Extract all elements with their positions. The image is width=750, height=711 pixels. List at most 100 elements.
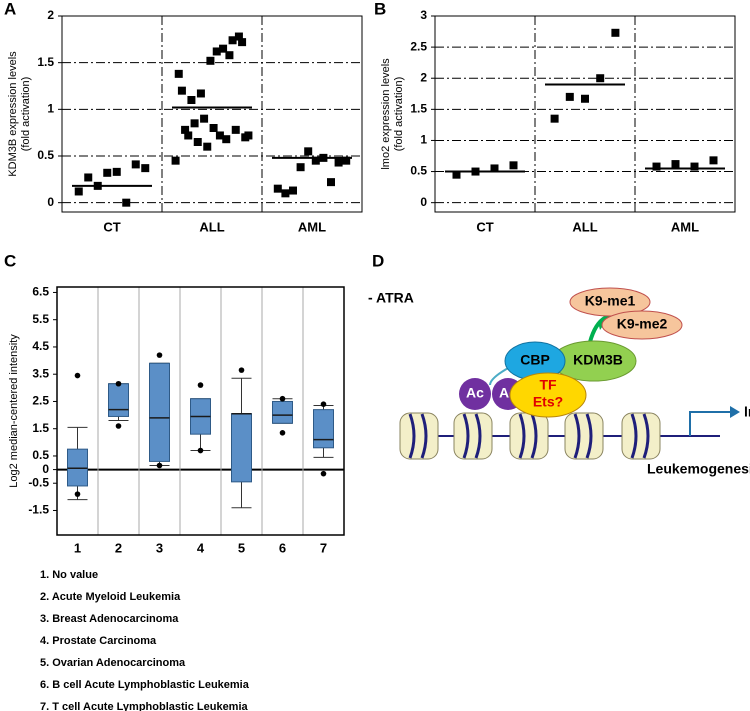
condition: - ATRA (368, 290, 414, 306)
point (174, 69, 183, 78)
y-axis-label: (fold activation) (393, 77, 405, 152)
y-tick-label: 0 (420, 195, 427, 209)
x-tick-label: 7 (320, 540, 327, 555)
outlier (74, 372, 81, 379)
point (652, 162, 661, 171)
y-tick-label: -0.5 (28, 475, 49, 489)
point (490, 164, 499, 173)
outlier (156, 462, 163, 469)
point (565, 92, 574, 101)
y-tick-label: 2.5 (32, 394, 49, 408)
panel-label: B (374, 0, 386, 18)
point (311, 156, 320, 165)
point (273, 184, 282, 193)
k9-mark (601, 310, 683, 340)
x-tick-label: CT (103, 219, 120, 234)
point (231, 125, 240, 134)
point (289, 186, 297, 195)
box (108, 383, 129, 417)
point (550, 114, 559, 123)
cbp-label: CBP (520, 352, 550, 368)
outcome: Leukemogenesis (647, 461, 750, 477)
point (131, 160, 140, 169)
y-tick-label: 3.5 (32, 366, 49, 380)
point (342, 156, 351, 165)
point (296, 163, 305, 172)
point (611, 28, 620, 37)
arrow (689, 411, 730, 436)
point (200, 114, 209, 123)
point (509, 161, 518, 170)
point (184, 131, 193, 140)
acetyl-label: Ac (466, 385, 484, 401)
point (327, 178, 335, 187)
point (141, 164, 150, 173)
x-tick-label: 1 (74, 540, 81, 555)
x-tick-label: 2 (115, 540, 122, 555)
point (206, 56, 215, 65)
outlier (156, 352, 163, 358)
box (149, 362, 170, 462)
point (209, 124, 218, 132)
y-tick-label: 2.5 (410, 39, 427, 53)
point (177, 86, 186, 95)
x-tick-label: AML (298, 219, 326, 234)
legend-item: 4. Prostate Carcinoma (40, 635, 157, 647)
acetyl (459, 378, 491, 410)
arrowhead (730, 406, 740, 418)
box (313, 409, 334, 449)
y-tick-label: 1 (420, 133, 427, 147)
point (225, 51, 234, 60)
connector (489, 366, 511, 386)
y-tick-label: 5.5 (32, 312, 49, 326)
y-tick-label: -1.5 (28, 503, 49, 517)
point (671, 160, 680, 169)
point (181, 125, 190, 134)
outlier (115, 423, 122, 429)
tf-label: Ets? (533, 394, 563, 410)
x-tick-label: AML (671, 219, 699, 234)
point (596, 74, 605, 83)
point (196, 89, 205, 98)
point (334, 158, 343, 167)
outlier (238, 367, 245, 373)
outlier (197, 447, 204, 454)
x-tick-label: ALL (199, 219, 224, 234)
point (84, 173, 93, 182)
outlier (279, 430, 286, 436)
y-axis-label: (fold activation) (20, 77, 32, 152)
point (581, 94, 589, 103)
point (238, 38, 247, 47)
point (74, 187, 83, 196)
x-tick-label: 6 (279, 540, 286, 555)
x-tick-label: CT (476, 219, 493, 234)
point (193, 138, 202, 146)
point (212, 47, 221, 56)
outlier (320, 401, 327, 407)
point (203, 142, 212, 151)
plot-frame (434, 15, 736, 213)
outlier (115, 380, 122, 387)
plot-frame (61, 15, 363, 213)
point (222, 135, 231, 144)
outlier (320, 470, 327, 477)
point (228, 36, 237, 45)
y-tick-label: 1 (47, 102, 54, 116)
legend-item: 2. Acute Myeloid Leukemia (40, 591, 181, 603)
outlier (74, 491, 81, 497)
point (709, 156, 718, 165)
panel-label: A (4, 0, 16, 18)
kdm3b-label: KDM3B (573, 352, 623, 368)
y-tick-label: 0 (42, 462, 49, 476)
legend-item: 3. Breast Adenocarcinoma (40, 613, 179, 625)
point (171, 156, 180, 165)
x-tick-label: 5 (238, 540, 245, 555)
gene-label: lmo2 (744, 404, 750, 420)
y-tick-label: 6.5 (32, 285, 49, 299)
legend-item: 5. Ovarian Adenocarcinoma (40, 657, 186, 669)
y-tick-label: 4.5 (32, 339, 49, 353)
y-tick-label: 3 (420, 8, 427, 22)
y-tick-label: 0.5 (32, 448, 49, 462)
point (122, 198, 131, 207)
point (304, 147, 313, 156)
